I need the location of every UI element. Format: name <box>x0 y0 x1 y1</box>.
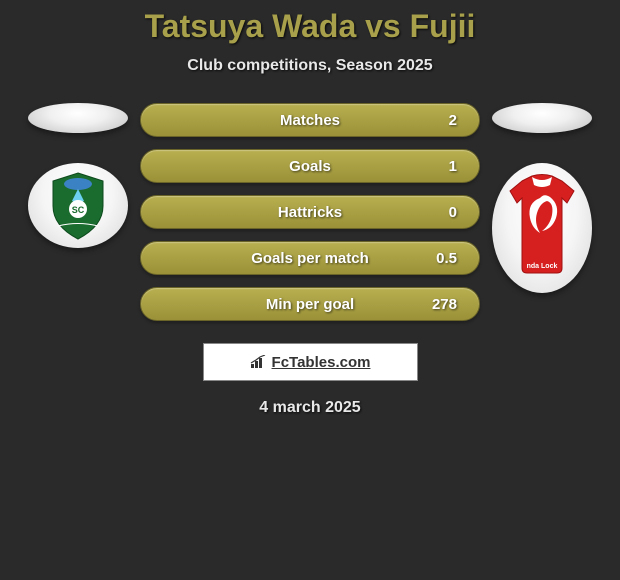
stats-column: Matches 2 Goals 1 Hattricks 0 Goals per … <box>140 103 480 321</box>
right-column: nda Lock <box>492 103 592 293</box>
stat-label: Matches <box>280 112 340 129</box>
season-subtitle: Club competitions, Season 2025 <box>0 57 620 75</box>
player-avatar-placeholder-right <box>492 103 592 133</box>
date-text: 4 march 2025 <box>0 399 620 417</box>
stat-value: 0.5 <box>436 250 457 267</box>
stat-row-min-per-goal: Min per goal 278 <box>140 287 480 321</box>
stat-row-goals: Goals 1 <box>140 149 480 183</box>
stat-value: 2 <box>449 112 457 129</box>
stat-row-goals-per-match: Goals per match 0.5 <box>140 241 480 275</box>
stat-label: Goals <box>289 158 331 175</box>
brand-text: FcTables.com <box>272 354 371 371</box>
stat-value: 1 <box>449 158 457 175</box>
page-title: Tatsuya Wada vs Fujii <box>0 8 620 45</box>
shield-icon: SC <box>48 171 108 241</box>
club-logo-right: nda Lock <box>492 163 592 293</box>
stat-value: 278 <box>432 296 457 313</box>
stat-label: Min per goal <box>266 296 354 313</box>
stat-label: Goals per match <box>251 250 369 267</box>
club-logo-left: SC <box>28 163 128 248</box>
svg-text:nda Lock: nda Lock <box>527 263 558 270</box>
svg-text:SC: SC <box>72 205 85 215</box>
chart-icon <box>250 355 268 369</box>
stat-row-matches: Matches 2 <box>140 103 480 137</box>
player-avatar-placeholder-left <box>28 103 128 133</box>
brand-link[interactable]: FcTables.com <box>203 343 418 381</box>
stat-label: Hattricks <box>278 204 342 221</box>
left-column: SC <box>28 103 128 248</box>
stat-value: 0 <box>449 204 457 221</box>
comparison-widget: Tatsuya Wada vs Fujii Club competitions,… <box>0 0 620 417</box>
main-content: SC Matches 2 Goals 1 Hattricks 0 Goals p… <box>0 103 620 321</box>
jersey-icon: nda Lock <box>502 173 582 283</box>
stat-row-hattricks: Hattricks 0 <box>140 195 480 229</box>
